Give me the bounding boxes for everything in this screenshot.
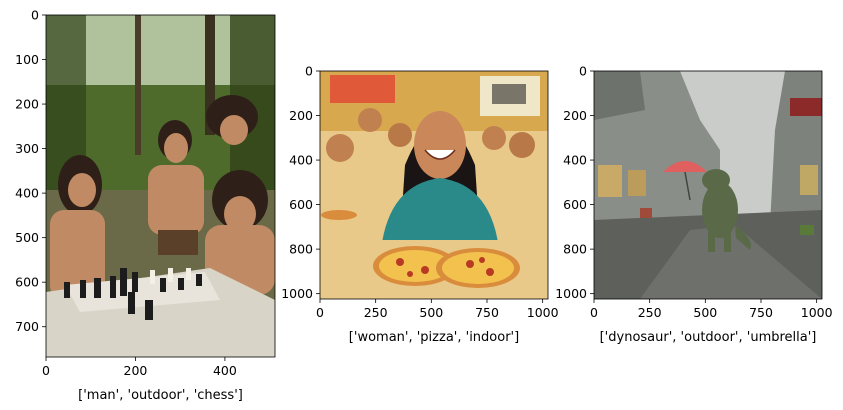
axes-frame xyxy=(45,14,276,358)
x-tick-label: 0 xyxy=(42,363,50,378)
image-dinosaur-with-umbrella-on-street xyxy=(594,71,822,299)
background-face-4 xyxy=(482,126,506,150)
axis-ticks: 0 200 400 0 100 200 300 400 500 600 700 xyxy=(15,8,237,379)
shop-window-3 xyxy=(800,165,818,195)
person-loincloth xyxy=(158,230,198,255)
road-reflection xyxy=(640,225,822,299)
x-tick-label: 750 xyxy=(475,305,499,320)
person-face-right xyxy=(224,196,256,232)
umbrella-handle xyxy=(684,171,691,201)
chess-pieces xyxy=(64,268,202,320)
background-face-5 xyxy=(509,132,535,158)
chess-pieces-white xyxy=(150,268,191,284)
shop-window-1 xyxy=(598,165,622,197)
small-pizza xyxy=(321,210,357,220)
y-tick-label: 0 xyxy=(305,64,313,79)
person-face-center xyxy=(164,133,188,163)
y-tick-label: 200 xyxy=(15,97,39,112)
tree-trunk xyxy=(205,15,215,135)
axes-frame xyxy=(319,70,549,300)
y-tick-label: 500 xyxy=(15,230,39,245)
red-awning xyxy=(790,98,822,116)
x-axis-label: ['dynosaur', 'outdoor', 'umbrella'] xyxy=(600,330,817,345)
woman-shirt xyxy=(380,178,500,260)
y-tick-label: 400 xyxy=(15,186,39,201)
person-body-left xyxy=(50,210,105,300)
x-axis-label: ['woman', 'pizza', 'indoor'] xyxy=(349,330,519,345)
y-tick-label: 400 xyxy=(289,153,313,168)
shop-window-2 xyxy=(628,170,646,196)
y-tick-label: 400 xyxy=(563,153,587,168)
dinosaur-body xyxy=(702,182,738,238)
subplot-man-chess: 0 200 400 0 100 200 300 400 500 600 700 ['man', 'o… xyxy=(15,8,276,403)
y-tick-label: 200 xyxy=(289,108,313,123)
y-tick-label: 1000 xyxy=(281,286,313,301)
flower-planter-left xyxy=(640,208,652,218)
dinosaur-leg-right xyxy=(724,232,731,252)
x-tick-label: 250 xyxy=(638,305,662,320)
y-tick-label: 200 xyxy=(563,108,587,123)
background-face-3 xyxy=(388,123,412,147)
x-tick-label: 0 xyxy=(316,305,324,320)
person-body-center xyxy=(148,165,204,235)
y-tick-label: 0 xyxy=(579,64,587,79)
y-tick-label: 1000 xyxy=(555,286,587,301)
tree-trunk-2 xyxy=(135,15,141,155)
poster-left xyxy=(330,75,395,103)
pizza-right-topping xyxy=(442,252,514,284)
y-tick-label: 600 xyxy=(563,197,587,212)
y-tick-label: 600 xyxy=(15,275,39,290)
image-men-playing-chess-in-forest xyxy=(46,15,275,357)
image-woman-with-pizza xyxy=(320,71,548,299)
y-tick-label: 0 xyxy=(31,8,39,23)
woman-face xyxy=(414,111,466,179)
person-face-left xyxy=(68,173,96,207)
x-tick-label: 0 xyxy=(590,305,598,320)
x-tick-label: 200 xyxy=(124,363,148,378)
x-tick-label: 1000 xyxy=(801,305,833,320)
y-tick-label: 800 xyxy=(289,242,313,257)
background-face-1 xyxy=(326,134,354,162)
y-tick-label: 700 xyxy=(15,319,39,334)
x-tick-label: 500 xyxy=(693,305,717,320)
poster-right-art xyxy=(492,84,526,104)
y-tick-label: 600 xyxy=(289,197,313,212)
dinosaur-leg-left xyxy=(708,232,715,252)
umbrella xyxy=(663,161,707,172)
y-tick-label: 100 xyxy=(15,52,39,67)
pepperoni xyxy=(396,257,494,277)
pizza-left-topping xyxy=(379,250,451,282)
flower-planter xyxy=(800,225,814,235)
y-tick-label: 300 xyxy=(15,141,39,156)
x-axis-label: ['man', 'outdoor', 'chess'] xyxy=(78,388,243,403)
building-roof-left xyxy=(594,71,645,120)
woman-smile xyxy=(424,149,456,160)
axes-frame xyxy=(593,70,823,300)
dinosaur-tail xyxy=(735,225,751,250)
dinosaur-head xyxy=(702,169,730,191)
person-face-back xyxy=(220,115,248,145)
x-tick-label: 400 xyxy=(213,363,237,378)
y-tick-label: 800 xyxy=(563,242,587,257)
background-face-2 xyxy=(358,108,382,132)
x-tick-label: 1000 xyxy=(527,305,559,320)
x-tick-label: 750 xyxy=(749,305,773,320)
x-tick-label: 250 xyxy=(364,305,388,320)
x-tick-label: 500 xyxy=(419,305,443,320)
